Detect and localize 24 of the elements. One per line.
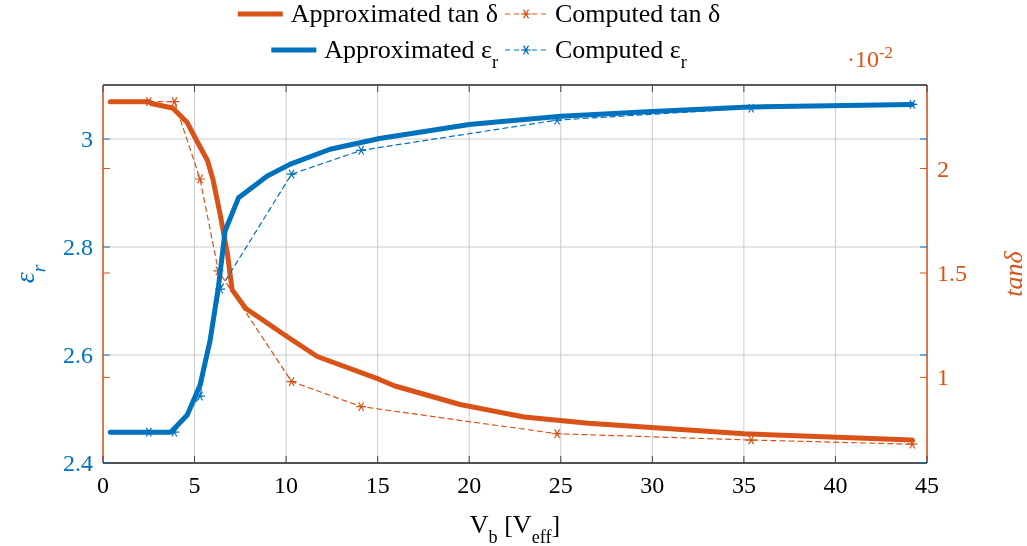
x-tick-label: 10 (274, 472, 299, 498)
y-tick-label: 2.4 (63, 450, 93, 476)
y2-tick-label: 1.5 (937, 259, 967, 286)
x-tick-label: 30 (640, 472, 665, 498)
legend-label: Computed ε$_{r}$ (555, 35, 687, 72)
legend-label: Approximated ε$_{r}$ (324, 35, 499, 72)
legend-label: Computed tan δ (555, 0, 721, 28)
x-tick-label: 0 (97, 472, 109, 498)
x-tick-label: 25 (548, 472, 573, 498)
y-tick-label: 3 (81, 126, 93, 152)
x-tick-label: 35 (731, 472, 756, 498)
text: ·10$^{-2}$ (847, 42, 893, 72)
x-tick-label: 15 (365, 472, 390, 498)
x-tick-label: 5 (188, 472, 201, 498)
y-tick-label: 2.6 (63, 342, 93, 368)
y2-axis-title: tanδ (999, 250, 1027, 297)
x-tick-label: 45 (915, 472, 939, 498)
x-tick-label: 40 (823, 472, 848, 498)
y-tick-label: 2.8 (63, 234, 93, 260)
y2-tick-label: 2 (937, 155, 949, 182)
legend-label: Approximated tan δ (290, 0, 498, 28)
x-tick-label: 20 (457, 472, 482, 498)
y2-tick-label: 1 (937, 364, 949, 391)
x-axis-title: V$_{b}$ [V$_{eff}$] (469, 510, 561, 546)
